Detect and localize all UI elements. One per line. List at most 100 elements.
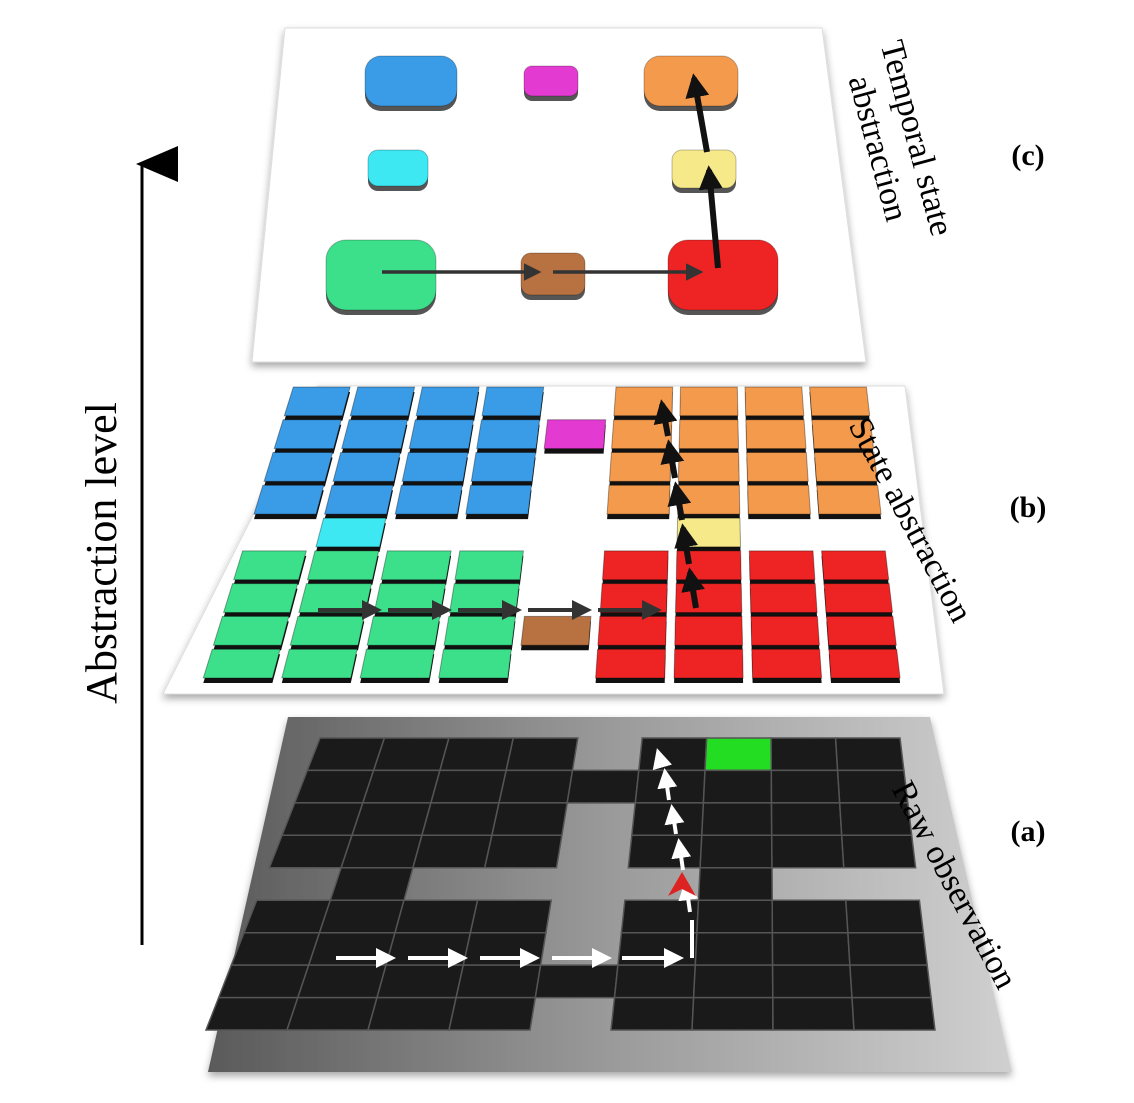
raw-cell	[462, 931, 547, 966]
raw-cell	[204, 996, 299, 1031]
state-cell	[608, 452, 672, 482]
state-cell	[823, 583, 894, 613]
raw-cell	[340, 834, 423, 869]
raw-cell	[318, 899, 405, 934]
state-cell	[601, 550, 669, 581]
state-cell	[283, 386, 351, 417]
raw-cell	[613, 964, 697, 999]
raw-cell	[376, 964, 465, 999]
raw-cell	[849, 964, 932, 999]
temporal-node	[367, 149, 429, 187]
raw-cell	[771, 964, 853, 999]
state-cell	[359, 648, 435, 679]
state-cell	[401, 452, 469, 482]
raw-cell	[534, 964, 619, 999]
raw-cell	[630, 802, 705, 837]
raw-cell	[847, 931, 929, 966]
state-path-arrows	[318, 399, 705, 620]
raw-cell	[230, 931, 321, 966]
abstraction-axis: Abstraction level	[77, 146, 178, 945]
state-cell	[813, 452, 878, 482]
state-cell	[341, 419, 409, 450]
raw-cell	[692, 964, 774, 999]
raw-cell	[696, 899, 774, 934]
raw-cell	[840, 834, 917, 869]
raw-observation-layer	[204, 717, 1012, 1072]
state-cell	[746, 452, 809, 482]
raw-cell	[420, 802, 500, 837]
state-cell	[674, 615, 744, 646]
axis-label: Abstraction level	[77, 402, 126, 704]
raw-cell	[834, 737, 905, 772]
state-path-arrow	[667, 481, 692, 521]
raw-cell	[697, 867, 773, 901]
raw-cell	[385, 931, 472, 966]
raw-cell	[610, 996, 695, 1031]
state-cell	[476, 419, 541, 450]
raw-cell	[490, 802, 569, 837]
state-cell	[677, 452, 740, 482]
layer-letter-b: (b)	[1010, 491, 1047, 524]
raw-cell	[498, 769, 574, 804]
raw-cell	[394, 899, 479, 934]
raw-cell	[448, 996, 537, 1031]
state-cell	[747, 484, 812, 515]
raw-cell	[361, 769, 441, 804]
raw-cell	[306, 737, 386, 772]
state-cell	[470, 452, 537, 482]
agent-marker	[668, 872, 696, 896]
raw-cell	[844, 899, 925, 934]
state-cell	[222, 583, 299, 613]
temporal-node	[523, 65, 579, 97]
raw-cell	[372, 737, 450, 772]
state-cell	[750, 615, 820, 646]
state-cell	[520, 615, 592, 646]
state-cell	[744, 386, 805, 417]
raw-cell	[307, 931, 396, 966]
raw-cell	[280, 802, 364, 837]
temporal-node	[643, 55, 739, 107]
raw-cell	[217, 964, 310, 999]
state-cell	[674, 583, 743, 613]
state-cell	[606, 484, 671, 515]
raw-cell	[702, 769, 773, 804]
state-cell	[394, 484, 463, 515]
state-abstraction-layer	[162, 385, 945, 695]
state-cell	[212, 615, 290, 646]
raw-cell	[469, 899, 553, 934]
raw-cell	[429, 769, 508, 804]
raw-path-arrow	[652, 748, 673, 771]
state-cell	[289, 615, 365, 646]
raw-cell	[637, 737, 708, 772]
state-cell	[745, 419, 807, 450]
state-path-arrow	[660, 439, 685, 479]
raw-cell	[699, 834, 773, 869]
raw-cell	[242, 899, 332, 934]
raw-cell	[771, 899, 849, 934]
raw-cell	[438, 737, 515, 772]
raw-cell	[770, 802, 843, 837]
raw-cell	[367, 996, 458, 1031]
raw-cell	[620, 899, 700, 934]
temporal-node	[667, 239, 779, 311]
raw-cell	[617, 931, 698, 966]
layer-letter-a: (a)	[1011, 815, 1046, 848]
raw-path-arrow	[664, 804, 685, 835]
state-cell	[408, 419, 475, 450]
state-cell	[821, 550, 890, 581]
temporal-node	[325, 239, 437, 311]
state-cell	[748, 550, 816, 581]
raw-cell	[293, 769, 375, 804]
state-path-arrow	[681, 567, 705, 609]
raw-cell	[296, 964, 387, 999]
state-cell	[380, 550, 452, 581]
raw-path-arrow	[657, 768, 678, 801]
raw-cell	[329, 867, 414, 901]
raw-cell	[411, 834, 493, 869]
raw-cell	[627, 834, 703, 869]
raw-cell	[770, 737, 839, 772]
state-cell	[281, 648, 358, 679]
raw-cell	[691, 996, 774, 1031]
